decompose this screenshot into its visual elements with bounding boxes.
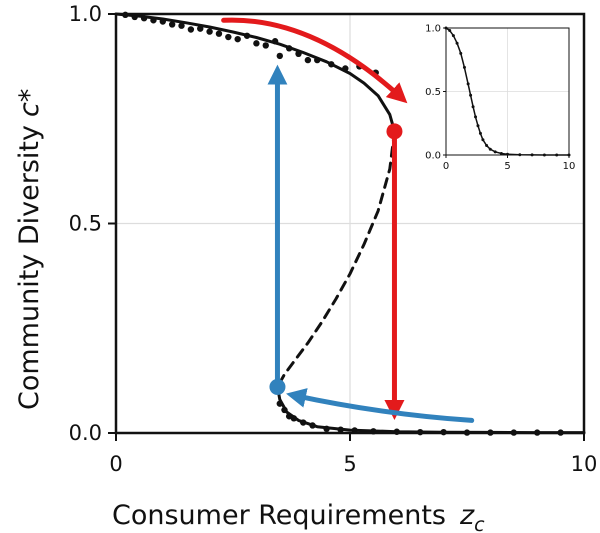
inset-data-point bbox=[488, 147, 492, 151]
inset-y-tick-label: 1.0 bbox=[425, 24, 441, 35]
tipping-point-marker bbox=[269, 378, 286, 395]
x-tick-label: 5 bbox=[343, 452, 356, 476]
inset-data-point bbox=[451, 34, 455, 38]
y-axis-label: Community Diversity bbox=[14, 125, 45, 410]
y-tick-label: 1.0 bbox=[69, 2, 102, 26]
scatter-point bbox=[215, 30, 223, 37]
inset-x-tick-label: 0 bbox=[443, 161, 449, 172]
scatter-point bbox=[187, 26, 195, 33]
inset-x-tick-label: 10 bbox=[563, 161, 576, 172]
stable-branch-line bbox=[114, 12, 396, 133]
inset-data-point bbox=[471, 105, 475, 109]
x-axis-symbol: z bbox=[459, 500, 475, 531]
x-axis-label: Consumer Requirements bbox=[112, 500, 446, 531]
scatter-point bbox=[168, 21, 176, 28]
inset-data-point bbox=[469, 93, 473, 97]
scatter-point bbox=[262, 42, 269, 49]
inset-data-point bbox=[459, 51, 463, 55]
y-tick-label: 0.0 bbox=[69, 421, 102, 445]
x-axis-title: Consumer Requirements zc bbox=[112, 500, 485, 533]
inset-y-tick-label: 0.0 bbox=[425, 151, 441, 162]
unstable-branch-line bbox=[276, 129, 396, 389]
inset-axis-ticks: 0 5 10 0.0 0.5 1.0 bbox=[425, 24, 575, 173]
inset-data-point bbox=[499, 151, 503, 155]
inset-data-point bbox=[493, 150, 497, 154]
inset-plot: 0 5 10 0.0 0.5 1.0 bbox=[425, 24, 575, 173]
y-axis-symbol: c* bbox=[14, 89, 45, 117]
y-axis-title: Community Diversity c* bbox=[14, 89, 45, 410]
curved-transition-arrow bbox=[221, 17, 408, 104]
inset-data-point bbox=[462, 65, 466, 69]
tipping-point-marker bbox=[386, 123, 403, 140]
inset-data-point bbox=[448, 29, 452, 33]
y-tick-label: 0.5 bbox=[69, 212, 102, 236]
inset-data-point bbox=[474, 115, 478, 119]
axis-ticks: 0 5 10 0.0 0.5 1.0 bbox=[69, 2, 598, 476]
inset-y-tick-label: 0.5 bbox=[425, 87, 441, 98]
scatter-point bbox=[178, 22, 185, 29]
scatter-point bbox=[276, 52, 283, 60]
inset-x-tick-label: 5 bbox=[504, 161, 510, 172]
stable-branch-line bbox=[276, 385, 586, 435]
annotation-layer bbox=[221, 17, 475, 423]
inset-data-point bbox=[481, 138, 485, 142]
inset-data-point bbox=[485, 143, 489, 147]
scatter-point bbox=[234, 35, 241, 43]
inset-data-point bbox=[466, 82, 470, 86]
scatter-point bbox=[225, 33, 232, 41]
scatter-point bbox=[253, 40, 260, 47]
scatter-point bbox=[304, 56, 312, 64]
x-tick-label: 10 bbox=[571, 452, 598, 476]
scatter-point bbox=[206, 28, 213, 35]
x-axis-subscript: c bbox=[474, 514, 485, 533]
inset-data-point bbox=[478, 131, 482, 135]
inset-data-point bbox=[455, 41, 459, 45]
inset-data-point bbox=[476, 124, 480, 128]
curved-transition-arrow bbox=[286, 388, 475, 423]
x-tick-label: 0 bbox=[109, 452, 122, 476]
